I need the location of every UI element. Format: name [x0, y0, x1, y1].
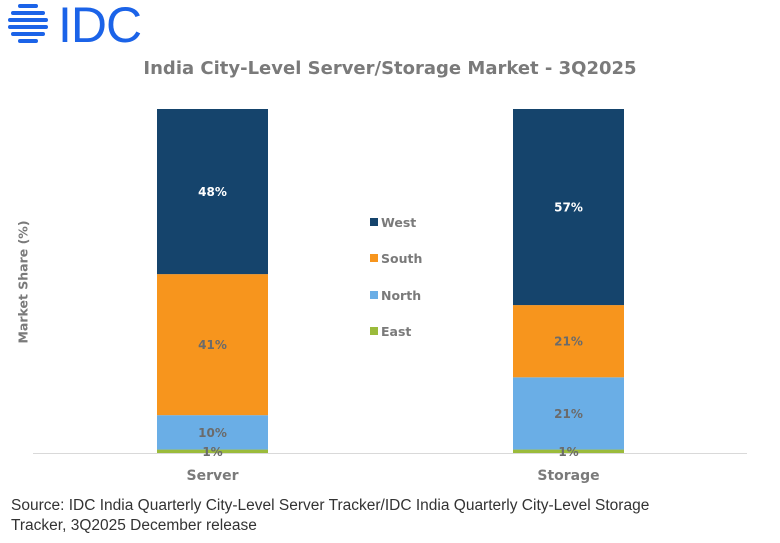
legend-swatch-east — [370, 327, 378, 335]
legend: West South North East — [370, 215, 422, 339]
legend-item-west: West — [370, 215, 416, 230]
legend-item-north: North — [370, 288, 421, 303]
idc-logo: IDC — [4, 0, 154, 53]
logo-text: IDC — [58, 0, 142, 53]
bar-segment-storage-east — [513, 449, 624, 453]
legend-item-east: East — [370, 324, 411, 339]
bar-labels-group: 1% 10% 41% 48% 1% 21% 21% 57% — [198, 185, 583, 459]
legend-swatch-west — [370, 218, 378, 226]
data-label-server-west: 48% — [198, 185, 227, 199]
data-label-server-north: 10% — [198, 426, 227, 440]
legend-label-north: North — [381, 288, 421, 303]
legend-swatch-south — [370, 254, 378, 262]
bar-segment-server-south — [157, 274, 268, 416]
data-label-server-east: 1% — [202, 445, 222, 459]
source-note: Source: IDC India Quarterly City-Level S… — [11, 497, 650, 534]
legend-label-east: East — [381, 324, 411, 339]
data-label-storage-south: 21% — [554, 335, 583, 349]
data-label-storage-north: 21% — [554, 407, 583, 421]
bar-segment-storage-north — [513, 377, 624, 450]
bars-group — [157, 109, 624, 453]
legend-item-south: South — [370, 251, 422, 266]
legend-label-west: West — [381, 215, 416, 230]
data-label-storage-west: 57% — [554, 201, 583, 215]
data-label-server-south: 41% — [198, 338, 227, 352]
x-tick-label-server: Server — [186, 468, 238, 484]
idc-globe-icon — [8, 4, 48, 43]
bar-segment-server-north — [157, 415, 268, 450]
data-label-storage-east: 1% — [558, 445, 578, 459]
bar-segment-storage-west — [513, 109, 624, 306]
x-tick-labels-group: Server Storage — [186, 468, 599, 484]
bar-segment-server-west — [157, 109, 268, 275]
legend-label-south: South — [381, 251, 422, 266]
chart-title: India City-Level Server/Storage Market -… — [143, 58, 637, 79]
bar-segment-server-east — [157, 449, 268, 453]
bar-segment-storage-south — [513, 305, 624, 378]
x-tick-label-storage: Storage — [537, 468, 599, 484]
legend-swatch-north — [370, 291, 378, 299]
